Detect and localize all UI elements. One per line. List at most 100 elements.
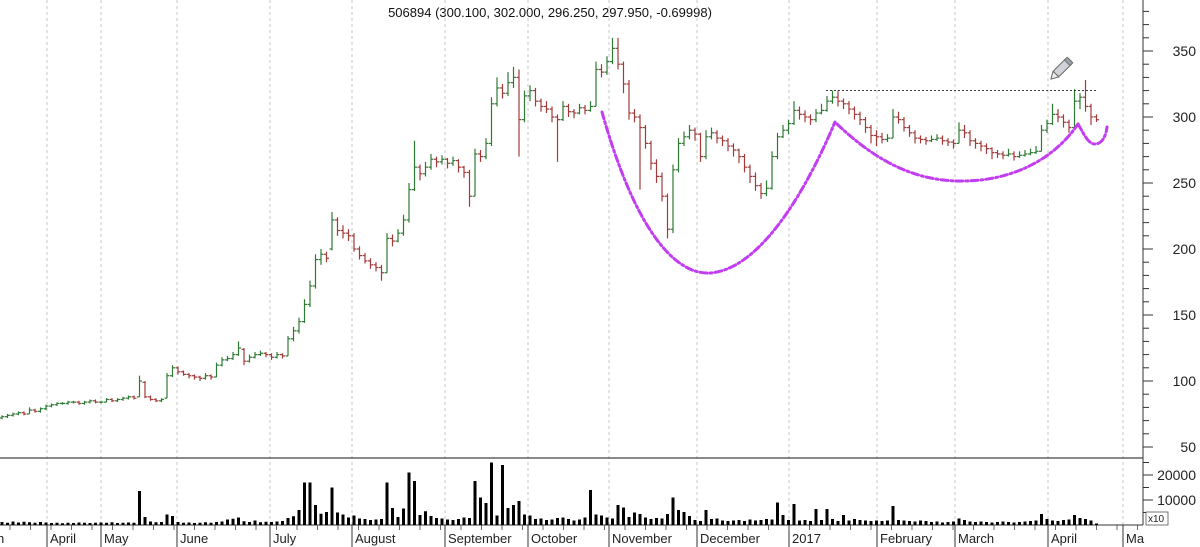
ohlc-bar	[395, 229, 401, 243]
volume-bar	[418, 515, 422, 525]
ohlc-bar	[137, 375, 142, 398]
volume-bar	[875, 520, 878, 525]
ohlc-bar	[203, 373, 208, 380]
volume-bar	[704, 510, 708, 525]
ohlc-bar	[731, 143, 736, 157]
ohlc-bar	[175, 366, 181, 375]
ohlc-bar	[456, 159, 461, 173]
volume-bar	[297, 510, 301, 525]
volume-bar	[963, 520, 966, 525]
volume-bar	[374, 519, 378, 525]
ohlc-bar	[5, 414, 10, 418]
ohlc-bar	[604, 56, 610, 75]
volume-bar	[83, 522, 86, 525]
ohlc-bar	[1028, 148, 1033, 156]
volume-bar	[253, 520, 257, 525]
ohlc-bar	[362, 252, 368, 264]
ohlc-bar	[615, 37, 621, 70]
ohlc-bar	[720, 135, 725, 147]
volume-bar	[363, 519, 367, 525]
ohlc-bar	[841, 98, 846, 110]
volume-bar	[143, 517, 147, 525]
ohlc-bar	[797, 106, 802, 120]
ohlc-bar	[247, 354, 252, 363]
volume-bar	[1078, 518, 1082, 525]
y-tick-label: 300	[1173, 109, 1197, 125]
volume-bar	[396, 517, 400, 525]
volume-bar	[369, 520, 372, 525]
ohlc-bar	[98, 400, 104, 404]
volume-bar	[94, 522, 97, 525]
volume-bar	[468, 518, 471, 525]
volume-multiplier-label: x10	[1148, 514, 1165, 525]
ohlc-bar	[27, 407, 32, 415]
volume-bar	[380, 519, 383, 525]
ohlc-bar	[846, 101, 852, 115]
ohlc-bar	[274, 351, 280, 359]
volume-bar	[715, 518, 719, 525]
volume-bar	[473, 481, 477, 525]
volume-bar	[952, 521, 955, 525]
ohlc-bar	[582, 105, 588, 115]
ohlc-bar	[940, 135, 945, 145]
volume-bar	[941, 522, 944, 525]
volume-bar	[1040, 514, 1043, 525]
volume-bar	[50, 523, 53, 525]
ohlc-bar	[786, 119, 791, 135]
month-label: Ma	[1126, 531, 1145, 546]
ohlc-bar	[962, 124, 967, 139]
ohlc-bar	[890, 109, 896, 139]
volume-bar	[781, 515, 785, 525]
ohlc-bar	[1017, 151, 1022, 158]
volume-bar	[946, 522, 950, 525]
volume-bar	[479, 497, 482, 525]
ohlc-bar	[428, 153, 434, 170]
ohlc-bar	[885, 134, 890, 143]
ohlc-bar	[967, 130, 973, 147]
volume-bar	[627, 517, 631, 525]
ohlc-bar	[555, 114, 560, 162]
ohlc-bar	[406, 183, 412, 223]
ohlc-bar	[214, 362, 219, 378]
ohlc-bar	[571, 109, 577, 119]
ohlc-bar	[1072, 89, 1077, 129]
month-label: June	[180, 531, 208, 546]
volume-multiplier-box: x10	[1145, 511, 1169, 526]
volume-bar	[1056, 521, 1060, 525]
ohlc-bar	[450, 156, 456, 166]
volume-bar	[594, 514, 598, 525]
ohlc-bar	[945, 138, 951, 147]
volume-bar	[259, 522, 262, 525]
volume-bar	[968, 521, 972, 525]
ohlc-bar	[307, 280, 313, 308]
ohlc-bar	[973, 138, 978, 149]
ohlc-bar	[472, 148, 478, 197]
ohlc-bar	[104, 398, 109, 403]
volume-bar	[275, 521, 279, 525]
volume-bar	[286, 518, 290, 525]
price-axis: 50 100 150 200 250 300 350	[1143, 10, 1197, 455]
volume-bar	[655, 518, 658, 525]
volume-bar	[935, 521, 939, 525]
volume-bar	[440, 518, 444, 525]
ohlc-bar	[335, 217, 340, 236]
volume-bar	[886, 520, 889, 525]
ohlc-bar	[390, 234, 395, 247]
pencil-icon[interactable]	[1048, 56, 1074, 82]
ohlc-bar	[0, 415, 5, 420]
ohlc-bar	[329, 212, 335, 251]
volume-bar	[864, 520, 867, 525]
ohlc-bar	[687, 124, 692, 140]
volume-bar	[490, 462, 493, 525]
volume-bar	[578, 519, 581, 525]
ohlc-bar	[148, 395, 153, 401]
ohlc-bar	[659, 172, 665, 202]
ohlc-bar	[54, 402, 60, 407]
volume-bar	[308, 482, 312, 525]
volume-bars	[0, 462, 1098, 525]
ohlc-bar	[280, 353, 285, 359]
volume-bar	[209, 522, 213, 525]
ohlc-bar	[544, 101, 549, 114]
ohlc-bar	[263, 351, 269, 358]
volume-bar	[358, 518, 361, 525]
